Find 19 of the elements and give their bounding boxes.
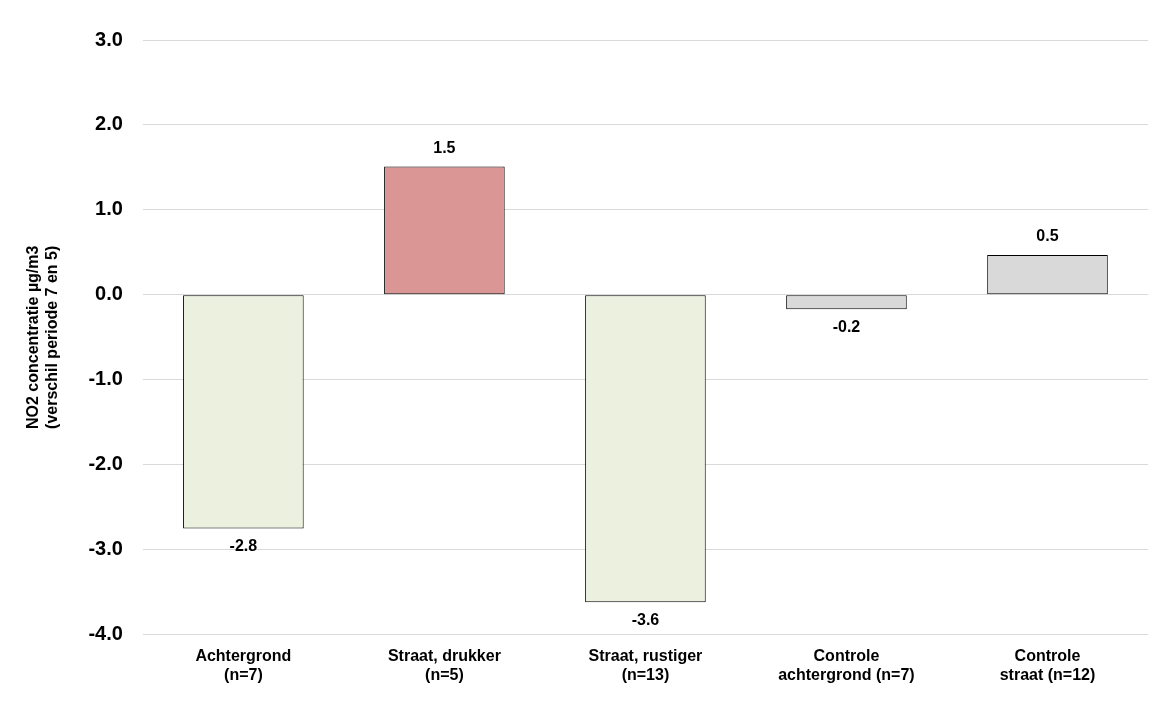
data-label: -3.6 [631, 610, 660, 628]
data-label: -2.8 [229, 536, 258, 554]
x-tick-label: Achtergrond (n=7) [195, 646, 292, 683]
y-axis-title: NO2 concentratie µg/m3 (verschil periode 7 en 5) [24, 245, 61, 430]
x-tick-label: Controle straat (n=12) [999, 646, 1096, 683]
y-tick-label: 0.0 [95, 282, 123, 305]
x-tick-label: Straat, drukker (n=5) [387, 646, 501, 683]
y-tick-label: -2.0 [88, 452, 123, 475]
y-tick-label: 2.0 [95, 112, 123, 135]
x-tick-label: Straat, rustiger (n=13) [588, 646, 703, 683]
data-label: 1.5 [433, 138, 456, 156]
y-tick-label: -1.0 [88, 367, 123, 390]
data-label: 0.5 [1036, 227, 1059, 245]
y-tick-label: -3.0 [88, 537, 123, 560]
y-tick-label: 3.0 [95, 27, 123, 50]
data-label: -0.2 [832, 317, 861, 335]
y-tick-label: 1.0 [95, 197, 123, 220]
y-tick-label: -4.0 [88, 622, 123, 645]
x-tick-label: Controle achtergrond (n=7) [778, 646, 915, 683]
